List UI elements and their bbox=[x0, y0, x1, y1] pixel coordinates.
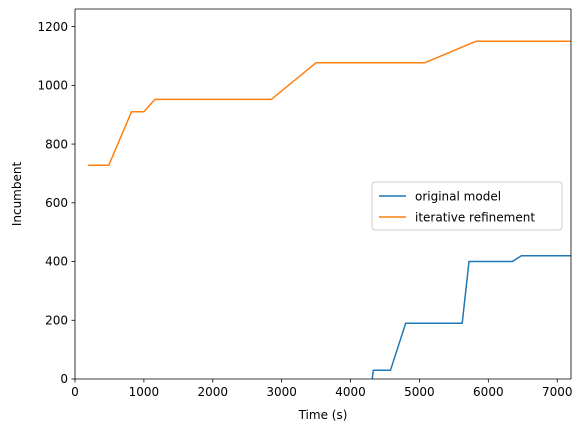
x-tick-label: 3000 bbox=[266, 385, 297, 399]
legend-label-0: original model bbox=[415, 189, 501, 203]
x-tick-label: 6000 bbox=[473, 385, 504, 399]
series-line-0 bbox=[371, 254, 571, 379]
x-tick-label: 0 bbox=[71, 385, 79, 399]
x-axis-label: Time (s) bbox=[298, 408, 348, 422]
y-tick-label: 0 bbox=[60, 372, 68, 386]
x-tick-label: 1000 bbox=[129, 385, 160, 399]
legend-box bbox=[371, 181, 563, 231]
y-axis-label: Incumbent bbox=[10, 162, 24, 227]
x-tick-label: 5000 bbox=[404, 385, 435, 399]
y-tick-label: 1200 bbox=[37, 20, 68, 34]
y-tick-label: 1000 bbox=[37, 79, 68, 93]
series-line-1 bbox=[88, 40, 571, 166]
legend: original model iterative refinement bbox=[371, 181, 563, 231]
y-tick-label: 800 bbox=[45, 137, 68, 151]
y-tick-label: 200 bbox=[45, 313, 68, 327]
legend-label-1: iterative refinement bbox=[415, 210, 535, 224]
ticks: 0 1000 2000 3000 4000 5000 6000 7000 0 200 400 600 8… bbox=[37, 20, 572, 399]
x-tick-label: 2000 bbox=[198, 385, 229, 399]
x-tick-label: 7000 bbox=[542, 385, 573, 399]
y-tick-label: 600 bbox=[45, 196, 68, 210]
x-tick-label: 4000 bbox=[335, 385, 366, 399]
series-layer bbox=[88, 40, 571, 379]
y-tick-label: 400 bbox=[45, 255, 68, 269]
